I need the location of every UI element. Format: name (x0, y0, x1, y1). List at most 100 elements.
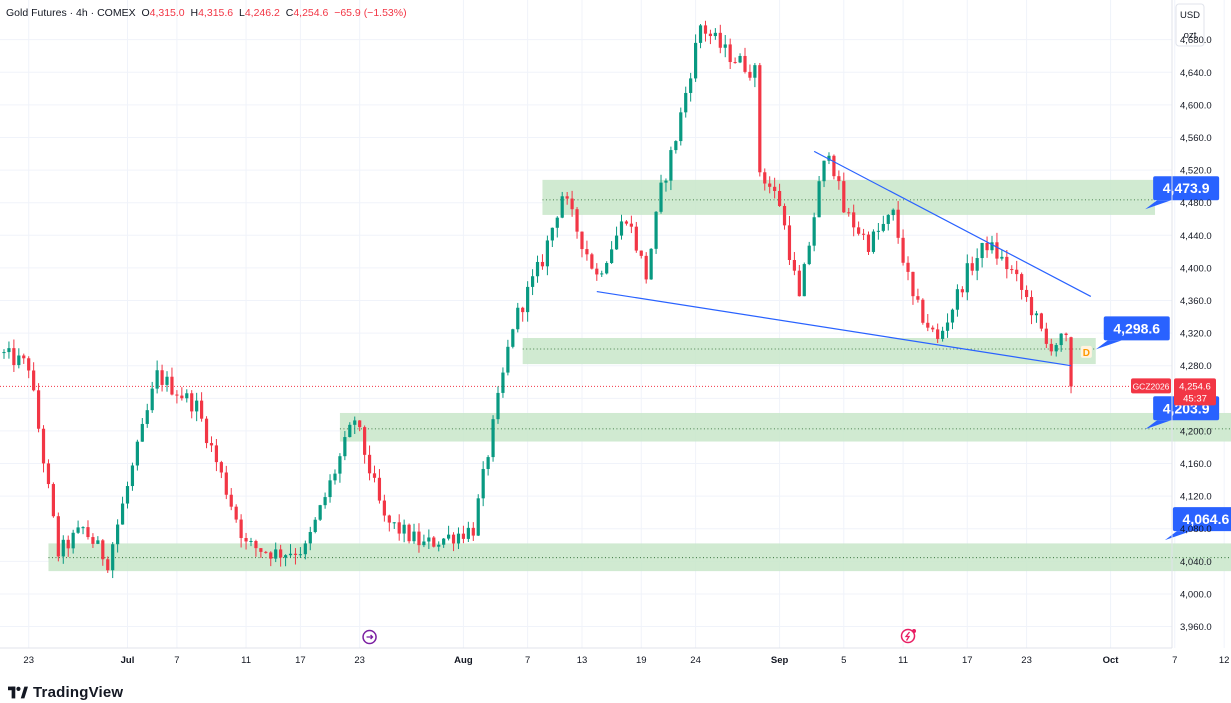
candle (343, 437, 347, 457)
candle (66, 539, 70, 549)
candle (338, 456, 342, 474)
candle (758, 65, 762, 173)
trendlines[interactable] (596, 150, 1092, 367)
candle (308, 531, 312, 544)
zone-4203[interactable] (339, 412, 1231, 442)
candle (190, 393, 194, 412)
candle (748, 71, 752, 78)
candle (605, 262, 609, 274)
zone-4298[interactable] (522, 338, 1096, 365)
upper-trendline[interactable] (813, 150, 1092, 297)
candle (328, 480, 332, 498)
candle (595, 268, 599, 275)
candle (486, 457, 490, 469)
last-candle (1069, 337, 1073, 387)
candle (639, 250, 643, 256)
candle (723, 44, 727, 48)
price-tick-label: 4,000.0 (1180, 589, 1212, 600)
candle (881, 223, 885, 231)
candle (180, 395, 184, 399)
candle (417, 531, 421, 546)
candle (185, 393, 189, 399)
time-tick-label: 7 (1172, 655, 1177, 666)
time-tick-label: 17 (295, 655, 306, 666)
ticker-tag[interactable] (1131, 378, 1171, 394)
candle (575, 209, 579, 232)
candle (901, 237, 905, 263)
candle (560, 196, 564, 218)
price-axis[interactable]: USD ozt 3,960.0 4,000.0 4,040.0 4,080.0 4,120.… (1131, 0, 1216, 648)
candle (768, 183, 772, 187)
candle (644, 255, 648, 280)
callout-box[interactable] (1172, 507, 1231, 532)
candle (264, 551, 268, 553)
time-axis[interactable]: 23Jul7111723Aug7131924Sep5111723Oct71216… (0, 647, 1231, 666)
price-tick-label: 4,440.0 (1180, 231, 1212, 242)
candle (1010, 269, 1014, 271)
dividend-marker[interactable] (1080, 345, 1092, 358)
candle (348, 424, 352, 438)
candle (447, 534, 451, 539)
price-tick-label: 4,080.0 (1180, 524, 1212, 535)
candle (451, 534, 456, 544)
candle (703, 25, 708, 34)
change-value: −65.9 (−1.53%) (334, 7, 407, 19)
candle (407, 524, 411, 542)
candle (629, 223, 633, 227)
zone-4064[interactable] (48, 543, 1231, 572)
candle (728, 44, 732, 63)
candle (353, 420, 357, 425)
candle (802, 264, 806, 297)
candle (797, 270, 801, 297)
close-value: 4,254.6 (293, 7, 329, 19)
candle (461, 533, 466, 539)
currency-unit-box[interactable] (1175, 3, 1205, 47)
candle (565, 196, 569, 199)
candle (135, 441, 139, 466)
candle (521, 307, 525, 313)
candle (931, 327, 935, 330)
event-markers[interactable]: D (362, 345, 1092, 645)
candle (827, 155, 831, 161)
callout-box[interactable] (1103, 316, 1170, 341)
currency-label: USD (1180, 10, 1200, 21)
last-price-tag[interactable] (1174, 378, 1216, 406)
candle (46, 463, 51, 485)
tradingview-logo[interactable]: TradingView (8, 684, 123, 701)
callout-box[interactable] (1153, 176, 1220, 201)
time-tick-label: 5 (841, 655, 846, 666)
candle (491, 419, 495, 458)
candle (209, 443, 214, 446)
candle (170, 376, 174, 395)
news-dot (912, 629, 917, 633)
candle (511, 329, 515, 347)
time-tick-label: 23 (23, 655, 34, 666)
candle (679, 112, 683, 142)
candle (684, 92, 688, 113)
time-tick-label: Jul (121, 655, 135, 666)
candlestick-series (2, 20, 1073, 579)
candle (51, 484, 55, 517)
candle (120, 503, 125, 525)
time-tick-label: 12 (1219, 655, 1230, 666)
candle (412, 531, 416, 542)
candle (402, 524, 406, 534)
lower-trendline[interactable] (596, 290, 1072, 367)
symbol-name: Gold Futures (6, 7, 67, 19)
candle (358, 420, 362, 428)
candle (817, 181, 821, 218)
callout-pointer (1145, 420, 1172, 430)
candle (155, 370, 159, 389)
support-resistance-zones[interactable] (48, 179, 1231, 572)
candle (822, 160, 826, 182)
symbol-legend[interactable]: Gold Futures · 4h · COMEX O4,315.0 H4,31… (6, 7, 407, 19)
time-tick-label: 23 (354, 655, 365, 666)
candle (950, 309, 955, 323)
candle (585, 249, 589, 255)
candle (871, 231, 876, 252)
candle (941, 330, 945, 339)
candle (204, 418, 209, 444)
candle (832, 155, 836, 177)
candle (41, 428, 46, 464)
